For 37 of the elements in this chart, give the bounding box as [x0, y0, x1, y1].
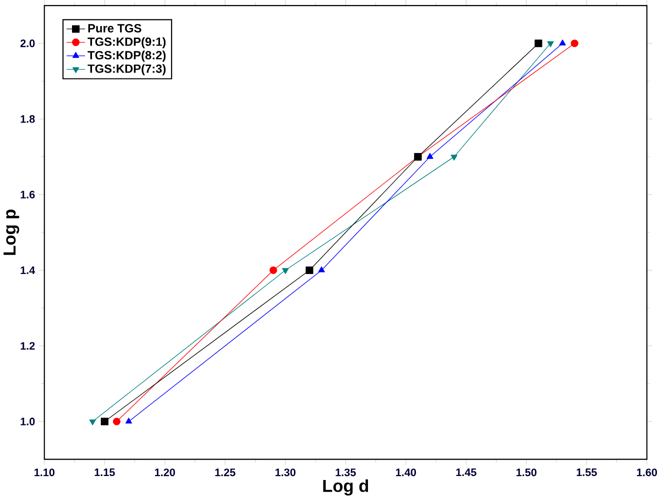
- x-tick-label: 1.35: [336, 468, 356, 476]
- point: [270, 266, 278, 274]
- y-tick-label: 2.0: [20, 39, 35, 48]
- x-axis-title: Log d: [323, 479, 368, 496]
- y-tick-label: 1.4: [20, 266, 36, 274]
- legend-label: TGS:KDP(8:2): [88, 50, 166, 62]
- point: [318, 266, 325, 272]
- y-tick-label: 1.6: [20, 190, 35, 198]
- point: [534, 40, 542, 48]
- x-tick-label: 1.45: [456, 468, 476, 476]
- point: [570, 40, 578, 48]
- y-tick-label: 1.8: [20, 115, 35, 123]
- x-tick-label: 1.30: [276, 468, 296, 476]
- y-axis-title: Log p: [4, 210, 20, 255]
- y-tick-label: 1.0: [20, 418, 35, 426]
- point: [547, 41, 554, 48]
- x-tick-label: 1.10: [34, 468, 54, 476]
- x-tick-label: 1.25: [215, 468, 236, 476]
- point: [89, 419, 96, 426]
- x-tick-label: 1.60: [637, 468, 657, 476]
- point: [112, 418, 120, 426]
- point: [100, 418, 108, 426]
- x-tick-label: 1.55: [576, 468, 597, 476]
- point: [426, 152, 434, 159]
- point: [559, 40, 566, 46]
- x-tick-label: 1.15: [94, 468, 115, 476]
- legend-label: Pure TGS: [88, 24, 142, 32]
- legend-label: TGS:KDP(7:3): [88, 64, 166, 76]
- point: [306, 266, 314, 274]
- point: [450, 154, 458, 161]
- legend-label: TGS:KDP(9:1): [88, 37, 166, 48]
- x-tick-label: 1.50: [516, 468, 536, 476]
- x-tick-label: 1.40: [396, 468, 416, 476]
- point: [125, 418, 132, 424]
- x-tick-label: 1.20: [155, 468, 175, 476]
- point: [282, 268, 289, 274]
- y-tick-label: 1.2: [20, 342, 35, 350]
